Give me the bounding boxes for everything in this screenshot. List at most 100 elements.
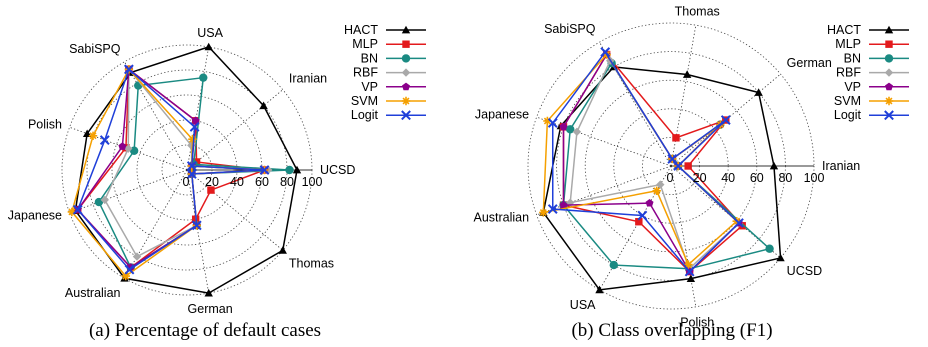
series-line-logit [76, 68, 265, 271]
legend-marker-rbf [884, 68, 894, 77]
point-svm-polish [684, 260, 693, 269]
point-logit-usa [189, 122, 200, 132]
point-mlp-iranian [684, 162, 692, 170]
point-bn-japanese [566, 125, 575, 134]
legend-label-logit: Logit [351, 108, 379, 122]
axis-label-thomas: Thomas [675, 4, 720, 18]
legend-marker-bn [401, 54, 411, 63]
point-rbf-australian [566, 198, 575, 207]
point-logit-sabispq [600, 47, 611, 57]
legend-marker-hact [401, 25, 411, 34]
point-hact-iranian [259, 101, 268, 110]
caption-a: (a) Percentage of default cases [89, 320, 321, 341]
axis-label-german: German [787, 56, 832, 70]
point-hact-german [204, 288, 213, 297]
spoke-japanese [69, 169, 188, 214]
axis-label-australian: Australian [65, 286, 121, 300]
legend-label-mlp: MLP [352, 37, 378, 51]
legend-label-hact: HACT [344, 23, 378, 37]
point-svm-japanese [543, 116, 552, 126]
legend-marker-vp [885, 82, 893, 91]
tick-label-100: 100 [804, 171, 825, 185]
point-svm-usa [652, 186, 661, 195]
point-mlp-thomas [207, 186, 215, 194]
legend-label-svm: SVM [351, 94, 378, 108]
point-vp-usa [645, 198, 654, 207]
legend-marker-svm [884, 96, 894, 106]
point-bn-ucsd [765, 244, 774, 253]
legend-marker-rbf [401, 68, 411, 77]
axis-label-ucsd: UCSD [787, 264, 822, 278]
axis-label-iranian: Iranian [289, 72, 327, 86]
spoke-australian [124, 169, 188, 279]
point-svm-polish [88, 131, 98, 140]
point-bn-ucsd [285, 165, 294, 175]
point-hact-thomas [278, 246, 287, 254]
point-hact-iranian [769, 161, 779, 170]
legend-label-vp: VP [361, 80, 378, 94]
axis-label-polish: Polish [680, 316, 714, 330]
point-logit-ucsd [259, 165, 270, 175]
series-line-vp [562, 53, 740, 273]
tick-label-80: 80 [778, 171, 792, 185]
spoke-thomas [670, 25, 697, 167]
axis-label-australian: Australian [474, 211, 530, 225]
tick-label-40: 40 [230, 175, 244, 189]
axis-label-japanese: Japanese [8, 208, 62, 222]
point-logit-ucsd [734, 218, 744, 228]
legend-label-logit: Logit [834, 108, 862, 122]
point-vp-australian [559, 200, 568, 209]
point-vp-japanese [559, 122, 568, 131]
point-mlp-thomas [672, 134, 680, 142]
spoke-usa [599, 165, 672, 291]
series-line-hact [74, 46, 298, 294]
spoke-australian [536, 165, 672, 216]
axis-label-ucsd: UCSD [320, 163, 355, 177]
point-bn-usa [609, 260, 618, 270]
spoke-usa [186, 46, 210, 171]
legend-label-bn: BN [361, 51, 378, 65]
axis-label-usa: USA [197, 26, 223, 40]
legend-marker-hact [884, 25, 894, 34]
point-logit-australian [547, 204, 558, 214]
point-svm-australian [539, 208, 548, 217]
point-hact-ucsd [776, 253, 785, 262]
point-rbf-australian [132, 252, 142, 261]
axis-label-german: German [188, 302, 233, 316]
axis-label-sabispq: SabiSPQ [69, 42, 121, 56]
point-logit-polish [99, 135, 110, 145]
tick-label-20: 20 [205, 175, 219, 189]
series-line-rbf [103, 67, 269, 258]
point-logit-usa [637, 210, 648, 221]
caption-b: (b) Class overlapping (F1) [571, 320, 772, 341]
legend-label-hact: HACT [827, 23, 861, 37]
legend-label-mlp: MLP [835, 37, 861, 51]
point-hact-ucsd [292, 165, 302, 174]
point-rbf-japanese [100, 195, 109, 205]
axis-label-thomas: Thomas [289, 256, 334, 270]
point-mlp-usa [635, 218, 643, 226]
point-vp-polish [118, 142, 127, 150]
legend-marker-bn [884, 54, 894, 63]
spoke-german [670, 73, 781, 167]
tick-label-80: 80 [280, 175, 294, 189]
point-logit-german [720, 115, 731, 125]
axis-label-japanese: Japanese [475, 107, 529, 121]
tick-label-0: 0 [667, 171, 674, 185]
point-hact-polish [686, 274, 696, 283]
point-hact-thomas [682, 70, 692, 78]
tick-label-60: 60 [750, 171, 764, 185]
point-svm-japanese [67, 207, 77, 217]
legend-marker-logit [401, 110, 411, 121]
point-svm-usa [188, 135, 197, 144]
point-rbf-japanese [572, 127, 582, 136]
point-logit-polish [684, 266, 695, 277]
point-rbf-polish [124, 144, 133, 153]
legend-label-rbf: RBF [353, 66, 378, 80]
tick-label-40: 40 [721, 171, 735, 185]
axis-label-polish: Polish [28, 118, 62, 132]
axis-label-usa: USA [570, 298, 596, 312]
